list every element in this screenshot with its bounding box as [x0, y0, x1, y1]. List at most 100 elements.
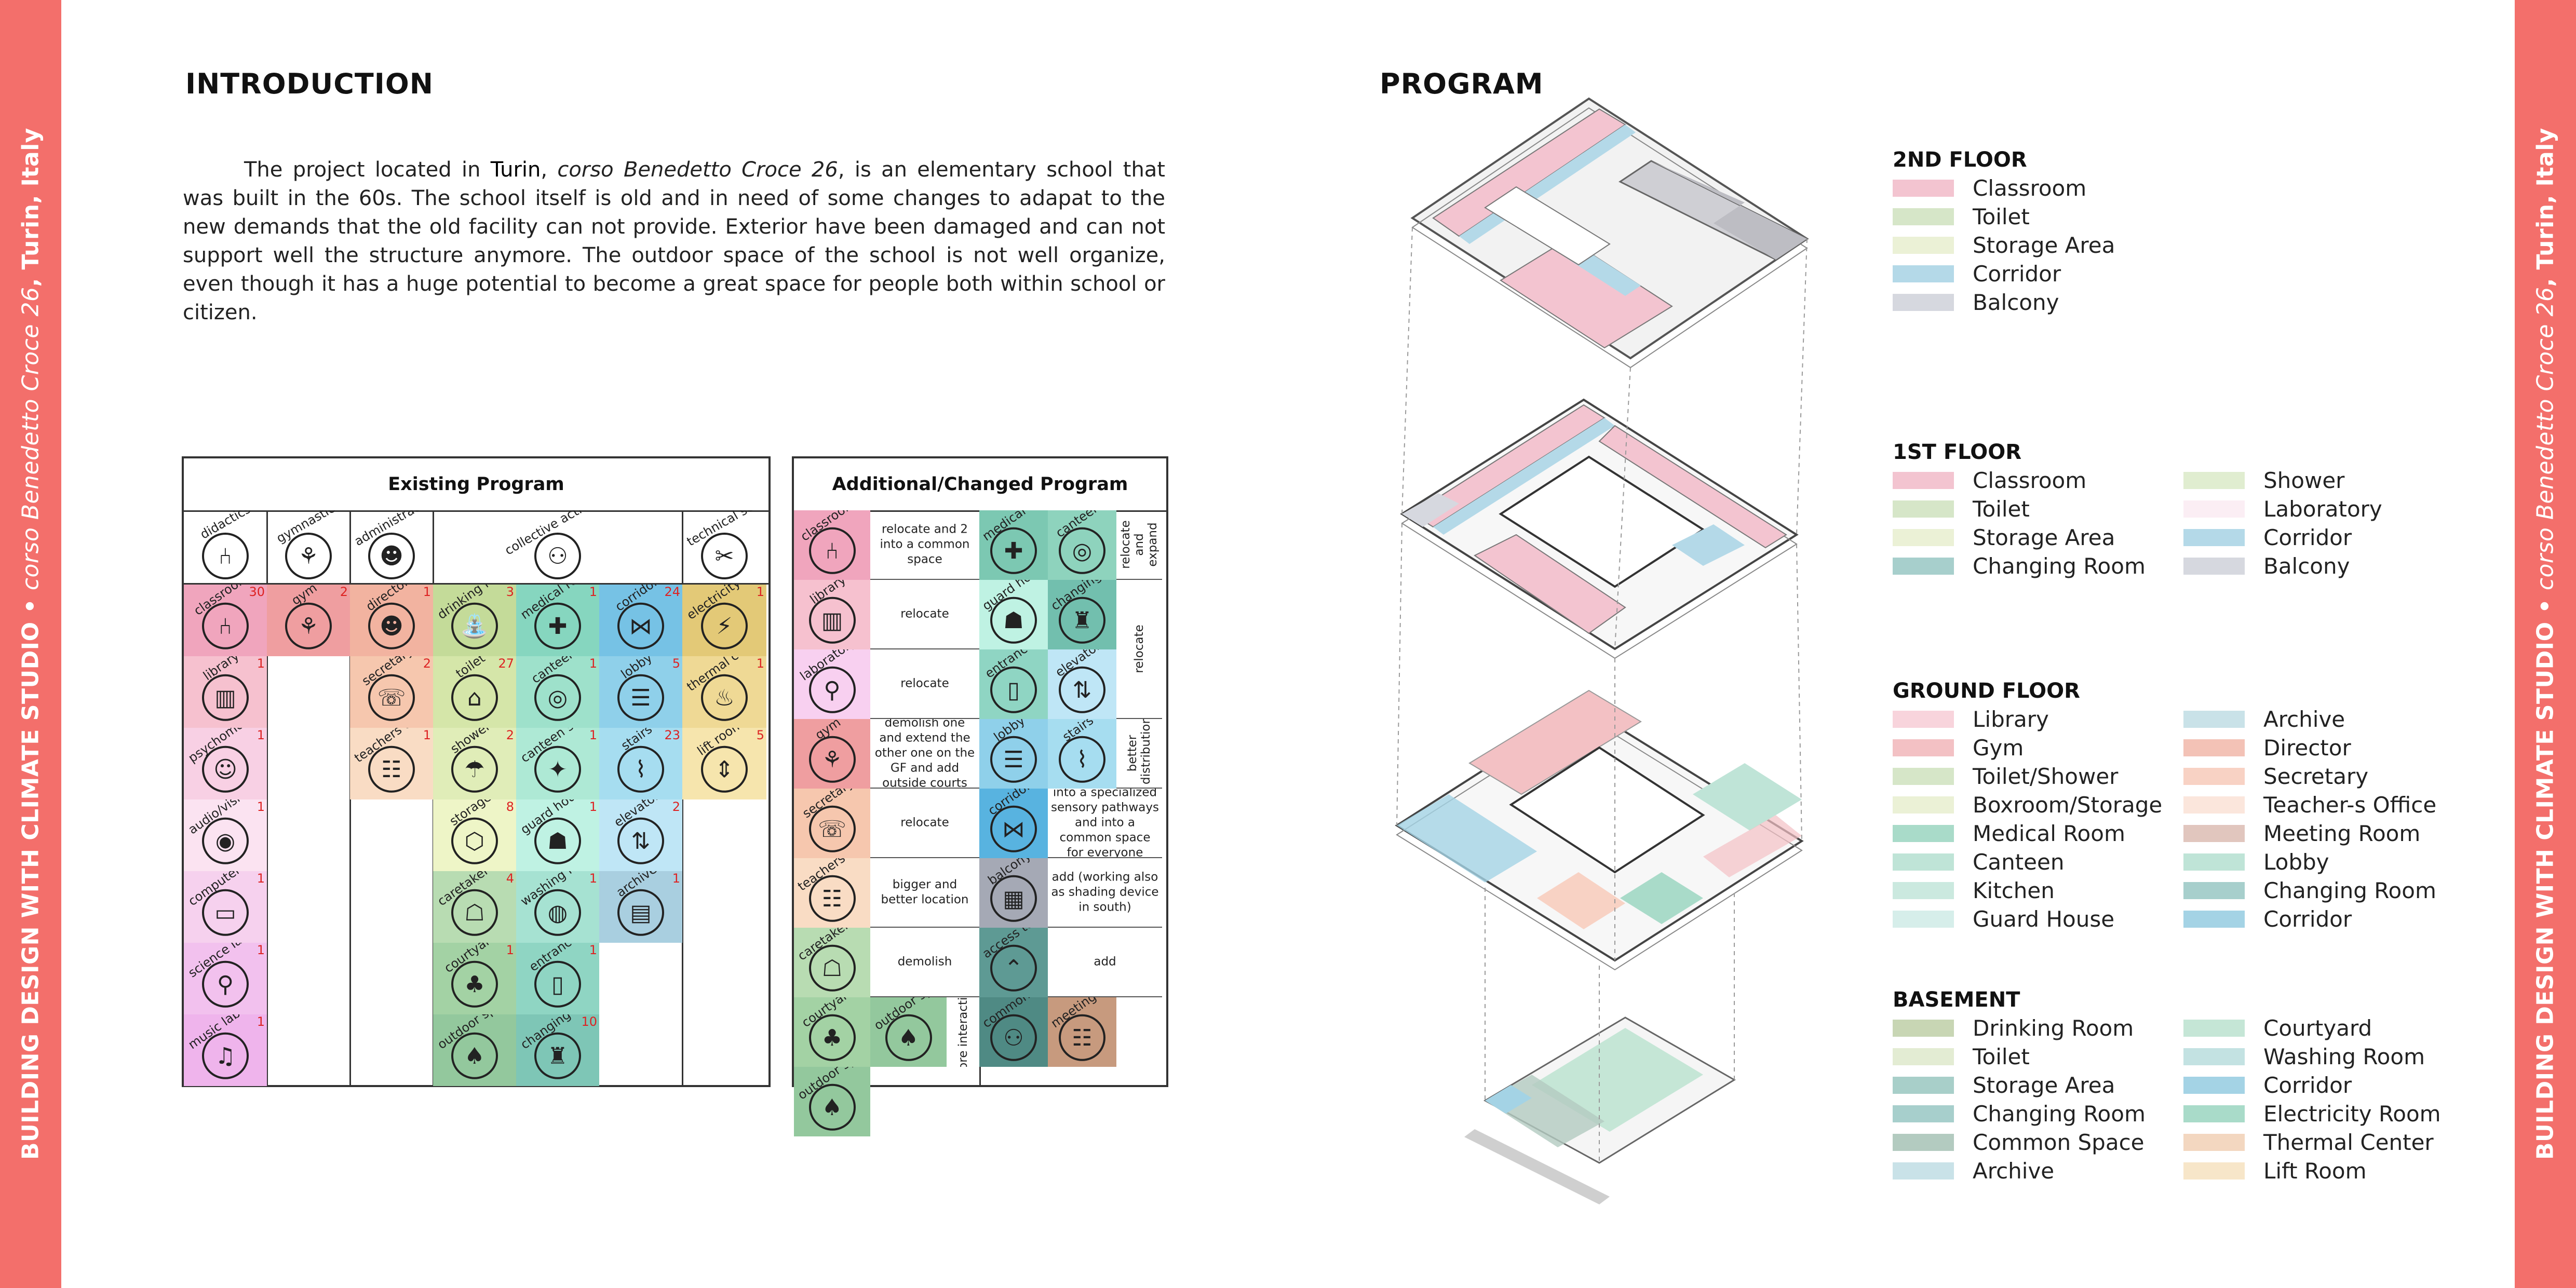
legend-item: Lobby	[2183, 848, 2329, 876]
legend-label: Courtyard	[2263, 1015, 2372, 1041]
legend-item: Meeting Room	[2183, 819, 2420, 848]
count-badge: 24	[664, 585, 680, 599]
change-note: relocate and expand	[1116, 510, 1162, 580]
gym-icon: ⚘	[808, 736, 856, 783]
change-note-text: bigger and better location	[881, 878, 969, 906]
legend-swatch	[2183, 529, 2245, 546]
legend-swatch	[1893, 882, 1954, 899]
legend-label: Lift Room	[2263, 1158, 2367, 1184]
count-badge: 2	[672, 799, 680, 814]
legend-label: Storage Area	[1973, 233, 2115, 258]
change-note-text: add (working also as shading device in s…	[1051, 870, 1159, 914]
canteen-icon: ◎	[534, 674, 581, 721]
legend-label: Laboratory	[2263, 496, 2382, 522]
program-cell: director 1 ☻	[350, 585, 433, 656]
legend-label: Lobby	[2263, 849, 2329, 875]
changed-program-cell: common space⚇	[979, 997, 1048, 1067]
legend-item: Washing Room	[2183, 1042, 2425, 1071]
count-badge: 27	[498, 656, 514, 671]
count-badge: 1	[257, 1014, 265, 1029]
legend-label: Secretary	[2263, 764, 2369, 789]
count-badge: 2	[423, 656, 431, 671]
legend-item: Boxroom/Storage	[1893, 791, 2162, 819]
count-badge: 23	[664, 728, 680, 742]
legend-item: Library	[1893, 705, 2049, 734]
legend-item: Toilet	[1893, 1042, 2030, 1071]
legend-item: Archive	[1893, 1157, 2054, 1185]
program-cell: computer laboratory1▭	[184, 871, 267, 943]
legend-swatch	[2183, 1020, 2245, 1037]
introduction-paragraph: The project located in Turin, corso Bene…	[183, 158, 1165, 324]
program-cell: classroom 30 ⑃	[184, 585, 267, 656]
legend-item: Lift Room	[2183, 1157, 2367, 1185]
legend-item: Classroom	[1893, 466, 2086, 495]
balcony-icon: ▦	[990, 875, 1037, 922]
legend-label: Washing Room	[2263, 1044, 2425, 1069]
program-cell: music laboratory1♫	[184, 1014, 267, 1086]
ground-floor-plan	[1395, 689, 1804, 971]
legend-label: Corridor	[2263, 1073, 2352, 1098]
door-icon: ▯	[534, 960, 581, 1008]
legend-item: Courtyard	[2183, 1014, 2372, 1042]
program-cell: electricity room 1 ⚡	[682, 585, 766, 656]
legend-swatch	[1893, 768, 1954, 785]
legend-item: Medical Room	[1893, 819, 2125, 848]
program-cell: library 1 ▥	[184, 656, 267, 728]
computer-icon: ▭	[202, 889, 249, 936]
legend-label: Medical Room	[1973, 821, 2125, 846]
change-note-text: add	[1094, 955, 1116, 969]
legend-item: Changing Room	[1893, 1100, 2146, 1128]
legend-label: Corridor	[2263, 525, 2352, 550]
legend-swatch	[1893, 294, 1954, 311]
legend-swatch	[1893, 500, 1954, 518]
legend-item: Laboratory	[2183, 495, 2382, 523]
program-cell: medical room 1 ✚	[516, 585, 599, 656]
legend-swatch	[1893, 529, 1954, 546]
lobby-icon: ☰	[990, 736, 1037, 783]
legend-swatch	[2183, 911, 2245, 928]
second-floor-plan	[1410, 97, 1809, 369]
changed-program-cell: canteen ◎	[1048, 510, 1116, 580]
legend-item: Changing Room	[2183, 876, 2436, 905]
changed-program-cell: teachers office☷	[794, 858, 870, 928]
legend-swatch	[2183, 558, 2245, 575]
left-band-title: BUILDING DESIGN WITH CLIMATE STUDIO • co…	[17, 128, 44, 1160]
legend-item: Balcony	[1893, 288, 2059, 317]
shower-icon: ☂	[451, 745, 498, 793]
legend-swatch	[1893, 1134, 1954, 1151]
caretaker-icon: ☖	[808, 944, 856, 992]
legend-item: Corridor	[1893, 260, 2061, 288]
elevator-icon: ⇅	[617, 817, 664, 864]
canteen-icon: ◎	[1059, 527, 1105, 574]
count-badge: 1	[589, 585, 597, 599]
fountain-icon: ⛲	[451, 602, 498, 649]
legend-item: Thermal Center	[2183, 1128, 2434, 1157]
legend-item: Electricity Room	[2183, 1100, 2441, 1128]
legend-swatch	[2183, 1134, 2245, 1151]
microscope-icon: ⚲	[202, 960, 249, 1008]
legend-item: Canteen	[1893, 848, 2064, 876]
legend-label: Toilet/Shower	[1973, 764, 2119, 789]
count-badge: 8	[506, 799, 514, 814]
legend-swatch	[1893, 558, 1954, 575]
secretary-icon: ☏	[368, 674, 415, 721]
change-note: into a specialized sensory pathways and …	[1048, 789, 1162, 858]
floor-legend-heading: BASEMENT	[1893, 988, 2020, 1012]
program-cell: archive 1 ▤	[599, 871, 682, 943]
program-cell: secretary 2 ☏	[350, 656, 433, 728]
stairs-icon: ⌇	[1059, 736, 1105, 783]
legend-label: Electricity Room	[2263, 1101, 2441, 1127]
change-note: relocate	[870, 789, 979, 858]
category-header: didactics ⑃	[184, 510, 267, 583]
floor-legend-heading: 1ST FLOOR	[1893, 440, 2022, 464]
change-note: more interactive	[947, 997, 979, 1067]
caretaker-icon: ☖	[451, 889, 498, 936]
legend-label: Corridor	[1973, 261, 2061, 287]
legend-item: Storage Area	[1893, 1071, 2115, 1100]
count-badge: 3	[506, 585, 514, 599]
legend-swatch	[1893, 796, 1954, 814]
program-cell: lobby 5 ☰	[599, 656, 682, 728]
roof-icon: ⌃	[990, 944, 1037, 992]
program-cell: canteen staff only1✦	[516, 728, 599, 799]
program-cell: toilet 27 ⌂	[433, 656, 516, 728]
